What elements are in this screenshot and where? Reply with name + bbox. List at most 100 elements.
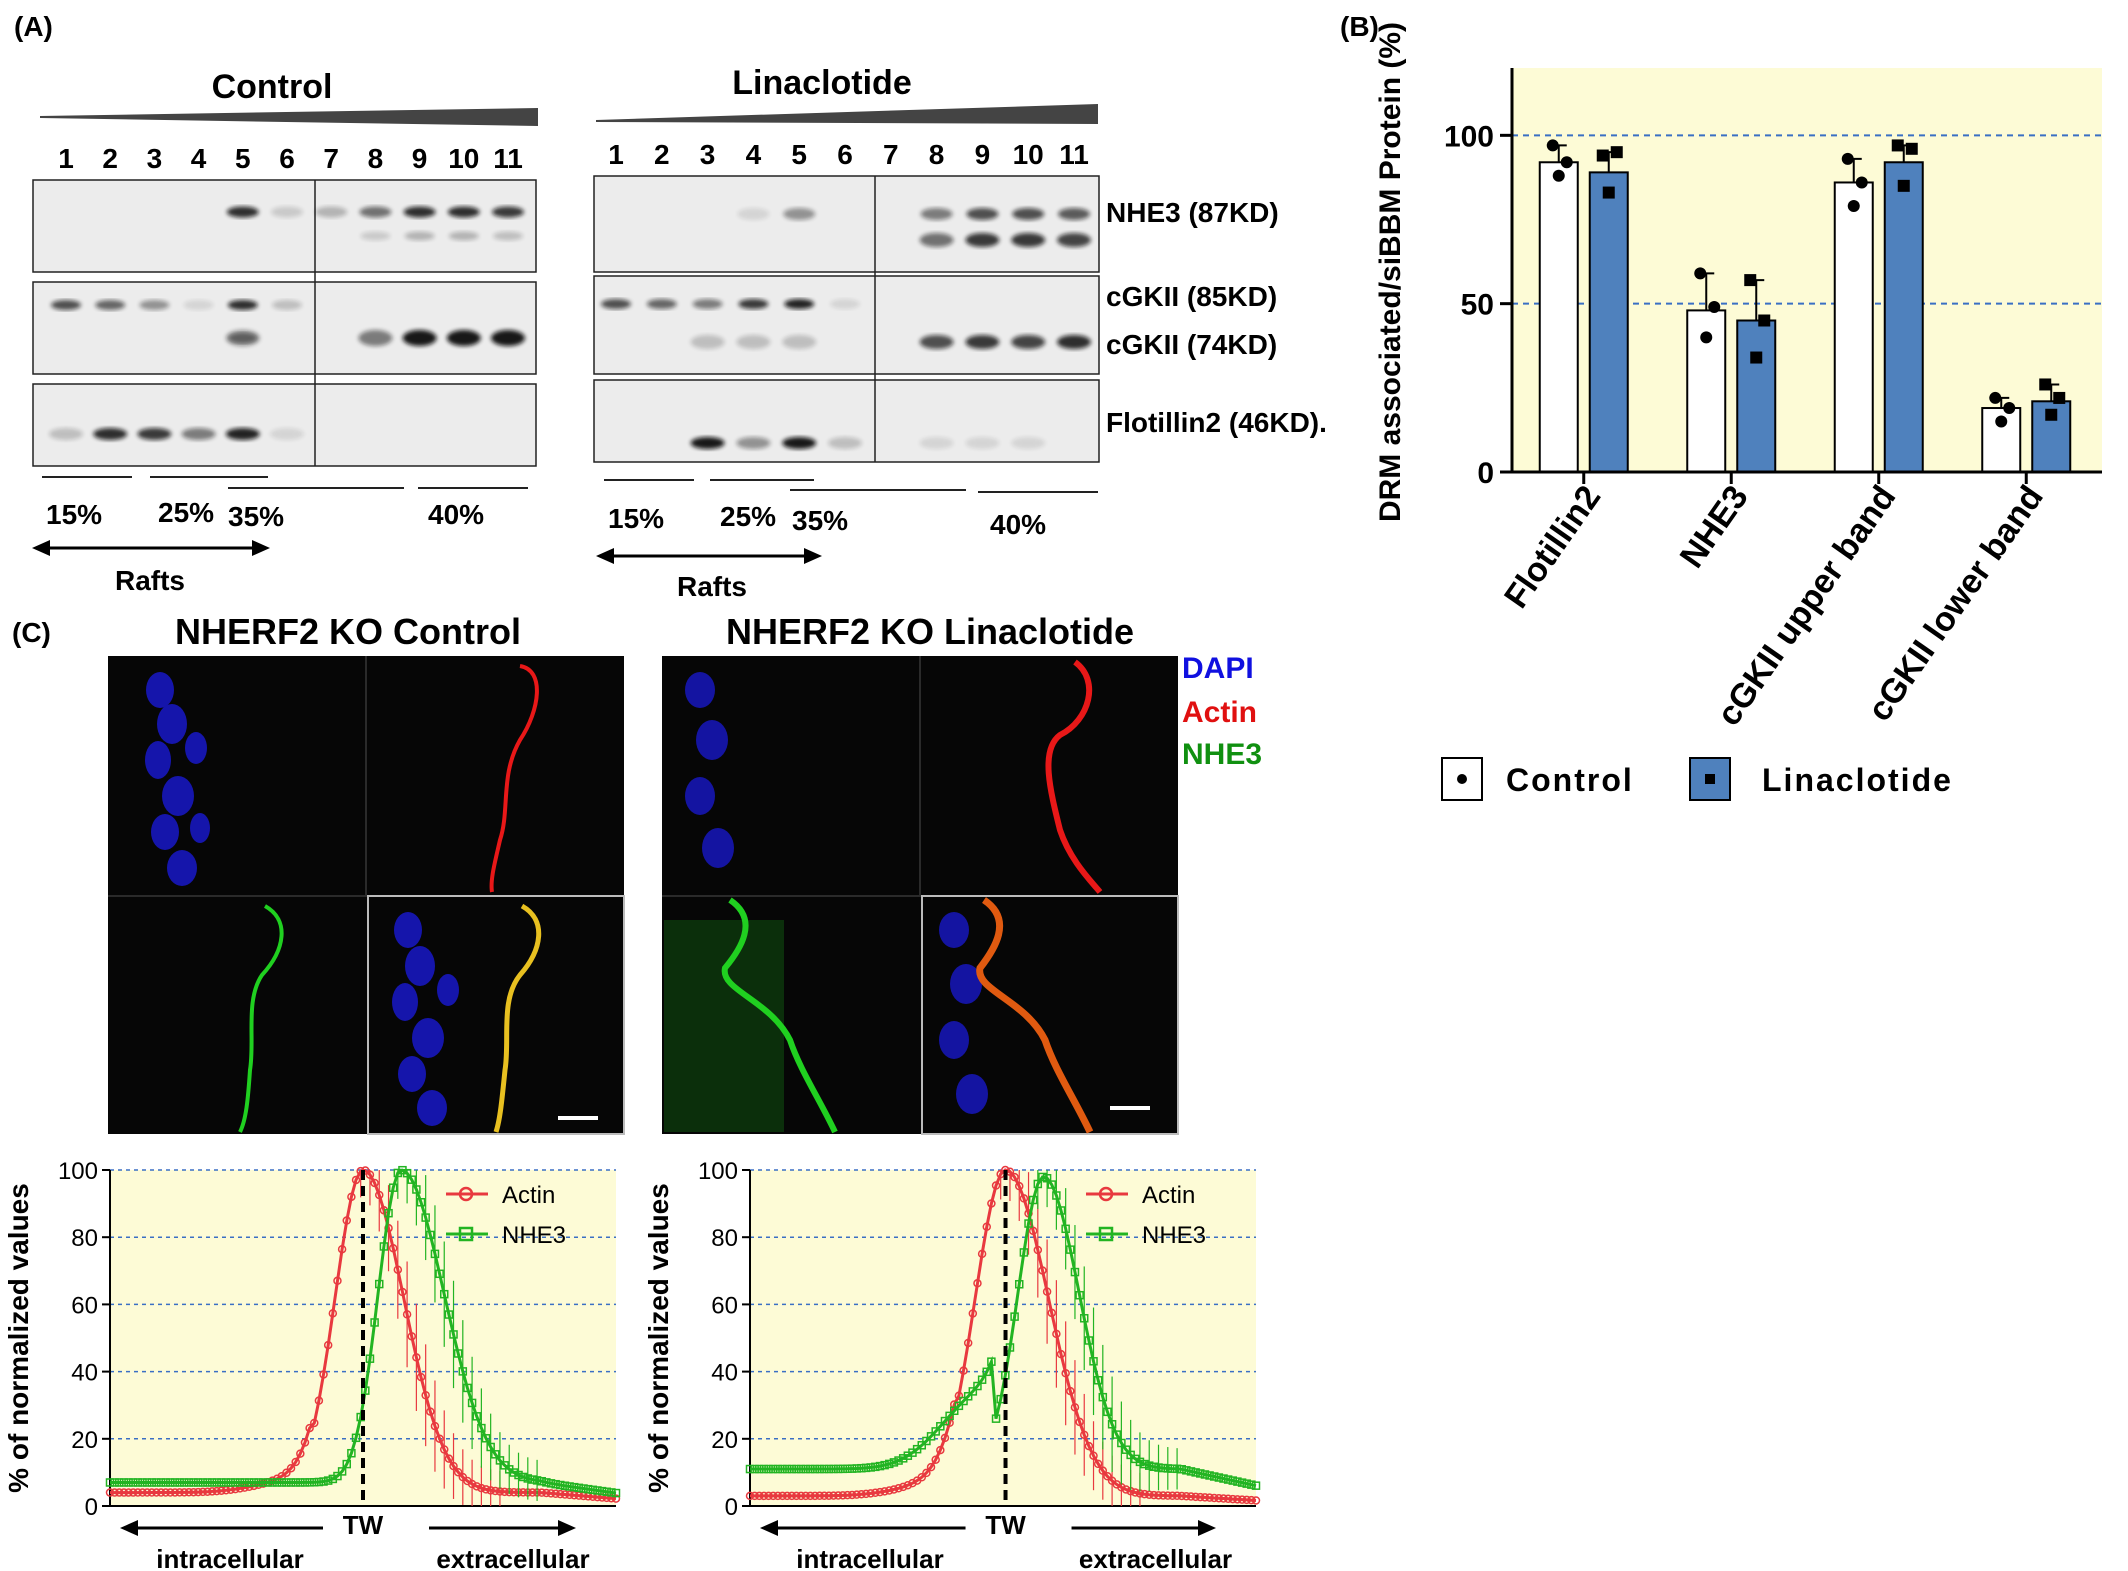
data-point-linaclotide xyxy=(1750,351,1763,364)
intracellular-arrowhead xyxy=(760,1520,778,1536)
series-point-actin xyxy=(796,1491,806,1501)
series-point-nhe3 xyxy=(170,1478,180,1487)
blot-band xyxy=(784,299,815,309)
series-point-actin xyxy=(333,1276,342,1286)
blot-band xyxy=(183,300,214,310)
stain-label-dapi: DAPI xyxy=(1182,652,1254,685)
series-point-actin xyxy=(1191,1492,1200,1502)
micrograph-merge-frame xyxy=(921,895,1179,1135)
series-point-nhe3 xyxy=(963,1392,973,1401)
series-point-nhe3 xyxy=(579,1484,588,1493)
extracellular-arrowhead xyxy=(1198,1520,1216,1536)
series-point-actin xyxy=(768,1491,778,1501)
extracellular-label: extracellular xyxy=(1079,1544,1232,1571)
series-point-nhe3 xyxy=(583,1484,593,1494)
y-tick-label: 60 xyxy=(711,1292,738,1319)
series-point-nhe3 xyxy=(750,1464,759,1474)
blot-band xyxy=(1011,437,1046,449)
series-point-nhe3 xyxy=(973,1381,982,1391)
legend-marker-linaclotide xyxy=(1705,774,1715,784)
series-point-nhe3 xyxy=(365,1354,375,1363)
series-point-nhe3 xyxy=(175,1478,184,1487)
series-point-actin xyxy=(880,1487,889,1496)
data-point-control xyxy=(2003,402,2016,415)
legend-marker xyxy=(1098,1186,1114,1202)
series-point-nhe3 xyxy=(1070,1267,1080,1277)
series-point-nhe3 xyxy=(838,1464,848,1474)
lane-number: 2 xyxy=(654,139,670,170)
control-gradient-35: 35% xyxy=(228,501,284,532)
series-point-nhe3 xyxy=(115,1478,124,1487)
panel-b: (B) 0 50 100 DRM associated/siBBM Protein … xyxy=(1340,0,2128,830)
series-point-nhe3 xyxy=(1084,1336,1094,1345)
series-point-actin xyxy=(1177,1491,1186,1501)
series-point-nhe3 xyxy=(351,1433,361,1443)
series-point-nhe3 xyxy=(402,1168,412,1178)
nhe3-signal-control xyxy=(238,904,284,1133)
series-point-nhe3 xyxy=(593,1486,602,1495)
series-point-actin xyxy=(472,1482,481,1491)
series-point-nhe3 xyxy=(314,1477,324,1487)
series-point-actin xyxy=(773,1491,783,1501)
data-point-control xyxy=(1855,176,1868,189)
series-point-nhe3 xyxy=(1103,1407,1112,1417)
series-point-nhe3 xyxy=(959,1396,968,1406)
series-point-nhe3 xyxy=(917,1441,927,1450)
series-point-nhe3 xyxy=(147,1478,157,1487)
series-point-actin xyxy=(959,1366,968,1375)
series-point-actin xyxy=(875,1487,885,1497)
blot-band xyxy=(360,231,391,241)
series-point-actin xyxy=(806,1491,815,1501)
series-point-nhe3 xyxy=(857,1463,866,1473)
series-point-nhe3 xyxy=(491,1450,500,1459)
blot-band xyxy=(692,299,723,309)
series-point-nhe3 xyxy=(894,1456,903,1465)
series-point-nhe3 xyxy=(180,1478,189,1487)
blot-band xyxy=(736,335,771,349)
series-point-actin xyxy=(528,1488,537,1497)
series-point-actin xyxy=(815,1491,824,1501)
series-point-nhe3 xyxy=(885,1459,894,1469)
series-point-nhe3 xyxy=(1038,1172,1047,1182)
series-point-actin xyxy=(829,1491,838,1500)
series-point-actin xyxy=(1149,1490,1159,1500)
series-point-actin xyxy=(922,1468,931,1478)
band-label-cgkii-85: cGKII (85KD) xyxy=(1106,281,1277,312)
tw-label: TW xyxy=(985,1510,1026,1540)
series-point-actin xyxy=(1089,1451,1098,1460)
micrograph-control xyxy=(108,656,625,1135)
series-point-actin xyxy=(963,1338,973,1348)
bar-control xyxy=(1833,181,1874,473)
panel-c-svg: (C) NHERF2 KO Control NHERF2 KO Linaclot… xyxy=(3,611,1262,1571)
data-point-linaclotide xyxy=(1744,274,1757,287)
series-point-actin xyxy=(296,1449,305,1458)
series-point-nhe3 xyxy=(421,1213,430,1222)
series-point-actin xyxy=(138,1488,147,1497)
series-point-actin xyxy=(885,1486,894,1495)
band-label-flotillin2: Flotillin2 (46KD). xyxy=(1106,407,1327,438)
series-point-nhe3 xyxy=(291,1478,300,1487)
series-point-nhe3 xyxy=(843,1464,852,1474)
blot-band xyxy=(919,437,954,449)
blot-band xyxy=(1057,233,1091,247)
series-point-actin xyxy=(991,1181,1001,1190)
series-point-actin xyxy=(1093,1459,1103,1469)
series-point-nhe3 xyxy=(138,1478,147,1487)
chart-b-axes: 0 50 100 xyxy=(1444,68,2102,490)
data-point-control xyxy=(1694,267,1707,280)
y-tick-label: 0 xyxy=(85,1494,98,1521)
blot-band xyxy=(1011,233,1046,247)
nhe3-diffuse-linaclotide xyxy=(664,920,784,1132)
series-point-actin xyxy=(759,1491,769,1501)
merge-signal-linaclotide xyxy=(976,897,1094,1134)
series-point-nhe3 xyxy=(439,1289,449,1299)
blot-band xyxy=(646,299,677,309)
blot-band xyxy=(919,335,954,349)
series-point-actin xyxy=(852,1490,862,1499)
y-tick-label: 20 xyxy=(71,1427,98,1454)
series-point-nhe3 xyxy=(300,1478,310,1487)
series-point-actin xyxy=(175,1488,184,1497)
micrograph-title-control: NHERF2 KO Control xyxy=(175,611,521,652)
series-point-nhe3 xyxy=(463,1383,472,1393)
series-point-actin xyxy=(889,1485,899,1494)
